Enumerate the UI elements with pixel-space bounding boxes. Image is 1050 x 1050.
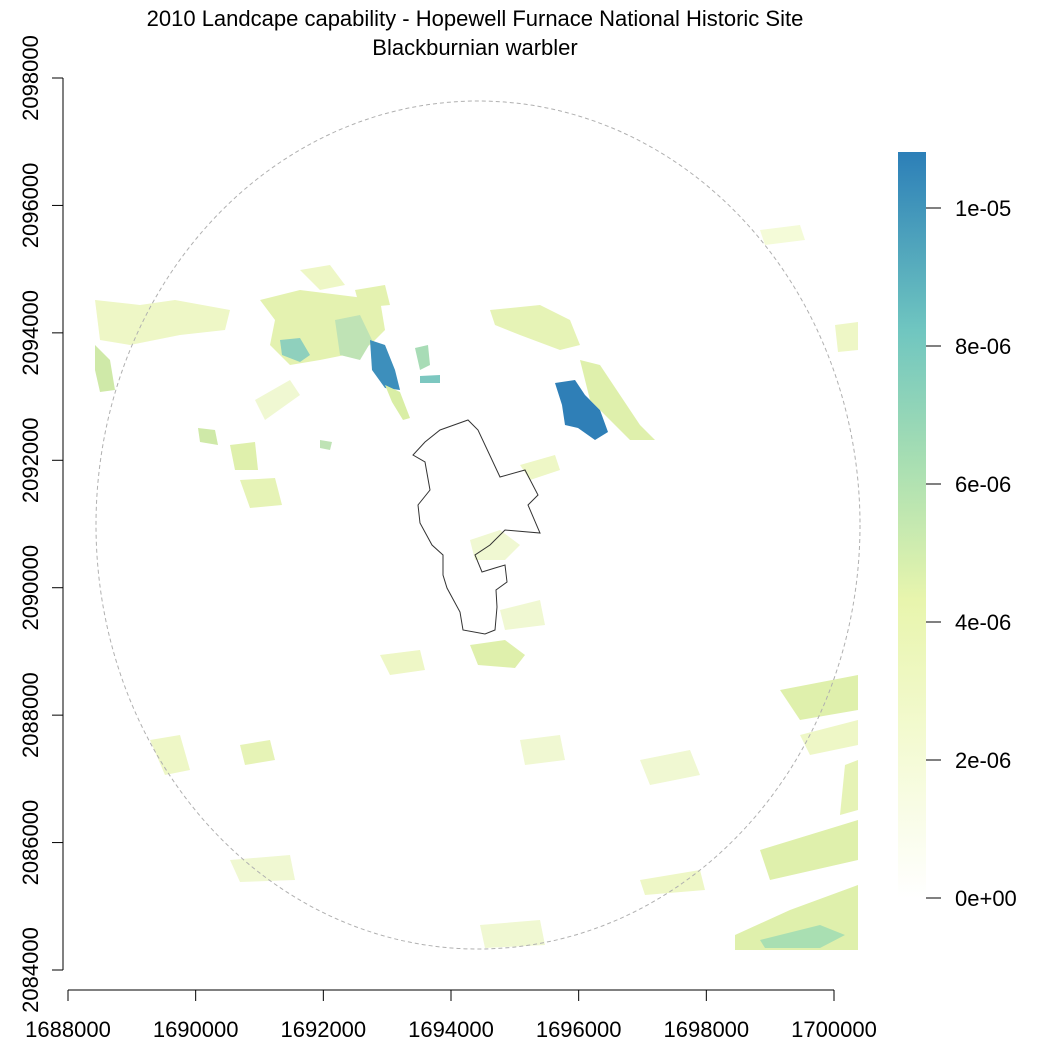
habitat-patch: [800, 720, 858, 755]
habitat-patch: [240, 478, 282, 508]
habitat-patch: [355, 285, 390, 308]
y-tick-label: 2086000: [18, 800, 43, 886]
map-subtitle: Blackburnian warbler: [372, 35, 578, 60]
habitat-patch: [520, 455, 560, 480]
habitat-patch: [415, 345, 430, 370]
habitat-patch: [480, 920, 545, 948]
park-boundary: [412, 419, 541, 635]
habitat-patch: [580, 360, 655, 440]
legend-tick-label: 2e-06: [955, 748, 1011, 773]
habitat-patch: [370, 340, 400, 390]
habitat-patch: [470, 640, 525, 668]
x-tick-label: 1698000: [664, 1017, 750, 1042]
habitat-patch: [470, 530, 520, 560]
habitat-patch: [555, 380, 608, 440]
buffer-circle: [95, 100, 861, 950]
x-axis: 1688000 1690000 1692000 1694000 1696000 16980…: [25, 989, 877, 1042]
y-tick-label: 2088000: [18, 672, 43, 758]
habitat-patch: [335, 315, 372, 360]
x-tick-label: 1692000: [281, 1017, 367, 1042]
habitat-patch: [760, 925, 845, 948]
habitat-patch: [255, 380, 300, 420]
y-tick-label: 2092000: [18, 417, 43, 503]
legend-colorbar: [898, 152, 926, 898]
habitat-patch: [385, 385, 410, 420]
habitat-patch: [840, 760, 858, 815]
habitat-patch: [95, 345, 115, 392]
x-tick-label: 1696000: [536, 1017, 622, 1042]
legend-tick-label: 8e-06: [955, 334, 1011, 359]
habitat-patch: [835, 322, 858, 352]
habitat-patch: [640, 750, 700, 785]
legend: 0e+00 2e-06 4e-06 6e-06 8e-06 1e-05: [898, 152, 1017, 911]
y-tick-label: 2090000: [18, 545, 43, 631]
legend-tick-label: 4e-06: [955, 610, 1011, 635]
habitat-patch: [500, 600, 545, 630]
x-tick-label: 1694000: [408, 1017, 494, 1042]
habitat-patch: [420, 375, 440, 383]
y-tick-label: 2084000: [18, 927, 43, 1013]
habitat-patch: [280, 338, 310, 362]
habitat-patch: [760, 820, 858, 880]
habitat-patch: [300, 265, 345, 290]
legend-tick-label: 1e-05: [955, 196, 1011, 221]
habitat-patch: [760, 225, 805, 245]
habitat-patch: [490, 305, 580, 350]
habitat-patch: [240, 740, 275, 765]
habitat-patch: [780, 675, 858, 720]
y-tick-label: 2098000: [18, 35, 43, 121]
legend-tick-label: 6e-06: [955, 472, 1011, 497]
legend-tick-label: 0e+00: [955, 886, 1017, 911]
habitat-patch: [198, 428, 218, 445]
habitat-patch: [230, 855, 295, 882]
x-tick-label: 1690000: [153, 1017, 239, 1042]
y-tick-label: 2094000: [18, 290, 43, 376]
x-tick-label: 1688000: [25, 1017, 111, 1042]
habitat-patch: [150, 735, 190, 775]
x-tick-label: 1700000: [791, 1017, 877, 1042]
habitat-patch: [380, 650, 425, 675]
map-title: 2010 Landcape capability - Hopewell Furn…: [146, 6, 804, 31]
y-axis: 2084000 2086000 2088000 2090000 2092000 20940…: [18, 35, 64, 1013]
habitat-patch: [95, 300, 230, 345]
habitat-patch: [520, 735, 565, 765]
habitat-patch: [230, 442, 258, 470]
habitat-patch: [320, 440, 332, 450]
y-tick-label: 2096000: [18, 163, 43, 249]
habitat-patch: [640, 870, 705, 895]
habitat-raster: [95, 225, 858, 950]
